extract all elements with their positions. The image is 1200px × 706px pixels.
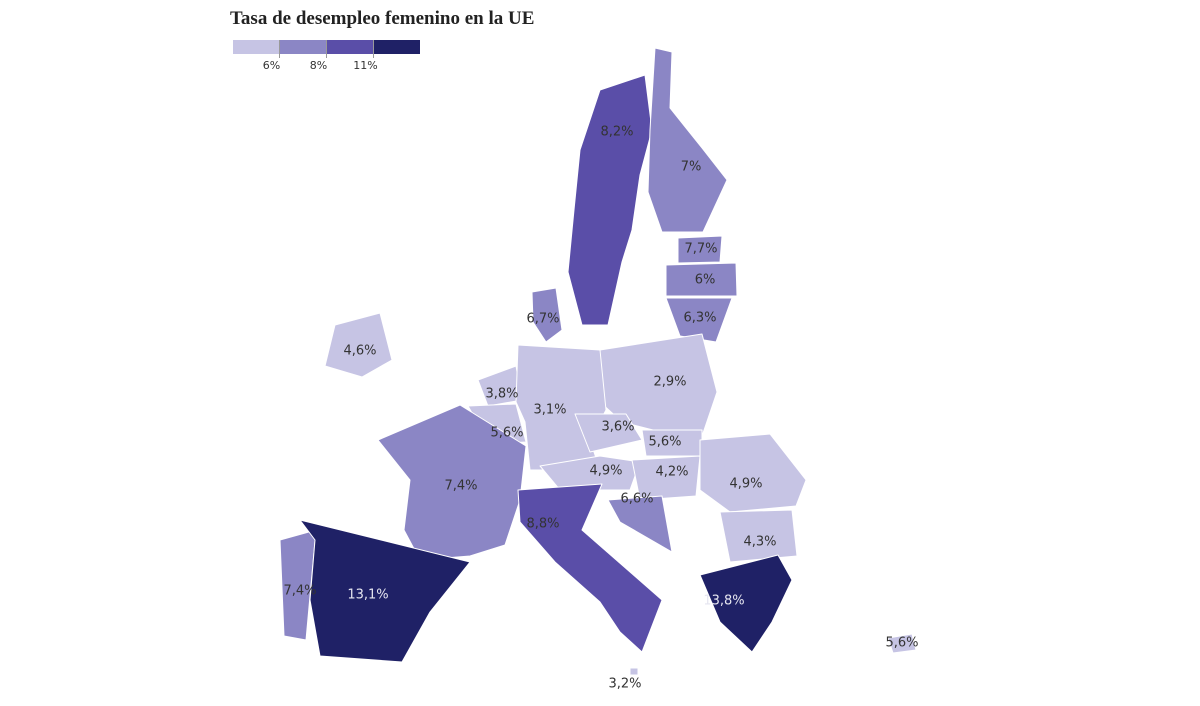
region-label: 7,7% <box>684 242 717 257</box>
region-label: 6,3% <box>683 311 716 326</box>
region-label: 3,1% <box>533 403 566 418</box>
region-label: 2,9% <box>653 375 686 390</box>
region-label: 7,4% <box>283 584 316 599</box>
region <box>377 404 527 561</box>
legend-label: 8% <box>310 59 327 72</box>
region <box>324 312 393 378</box>
region-label: 5,6% <box>885 636 918 651</box>
region <box>699 554 793 653</box>
legend: 6% 8% 11% <box>233 40 420 72</box>
region-label: 13,1% <box>347 588 388 603</box>
region-label: 6,7% <box>526 312 559 327</box>
region <box>299 519 471 663</box>
region-label: 3,8% <box>485 387 518 402</box>
region <box>677 235 723 264</box>
labels: 8,2% 7% 7,7% 6% 6,3% 6,7% 4,6% 2,9% 3,8% 3,1% 5,6%… <box>283 125 918 692</box>
region-label: 8,2% <box>600 125 633 140</box>
legend-swatch <box>233 40 279 54</box>
region <box>607 495 673 553</box>
region <box>279 529 317 641</box>
region-label: 13,8% <box>703 594 744 609</box>
region-label: 3,6% <box>601 420 634 435</box>
region <box>887 633 917 654</box>
region <box>517 483 663 653</box>
region <box>531 287 563 343</box>
legend-label: 6% <box>263 59 280 72</box>
region-label: 4,2% <box>655 465 688 480</box>
region <box>631 455 701 501</box>
legend-swatch <box>374 40 420 54</box>
legend-swatch <box>280 40 326 54</box>
region-label: 6% <box>695 273 716 288</box>
region <box>665 262 738 297</box>
region-label: 5,6% <box>648 435 681 450</box>
map-title: Tasa de desempleo femenino en la UE <box>230 8 534 29</box>
region-label: 4,6% <box>343 344 376 359</box>
region <box>647 47 728 233</box>
region-label: 8,8% <box>526 517 559 532</box>
regions <box>279 47 917 676</box>
legend-swatch <box>327 40 373 54</box>
region-label: 5,6% <box>490 426 523 441</box>
region <box>629 667 639 676</box>
region-label: 4,9% <box>589 464 622 479</box>
region <box>699 433 807 513</box>
region-label: 7,4% <box>444 479 477 494</box>
region-label: 3,2% <box>608 677 641 692</box>
region <box>567 74 653 326</box>
region-label: 4,9% <box>729 477 762 492</box>
legend-label: 11% <box>353 59 377 72</box>
region-label: 7% <box>681 160 702 175</box>
region <box>574 413 643 453</box>
region <box>719 509 798 563</box>
region-label: 4,3% <box>743 535 776 550</box>
region-label: 6,6% <box>620 492 653 507</box>
region <box>665 297 733 343</box>
